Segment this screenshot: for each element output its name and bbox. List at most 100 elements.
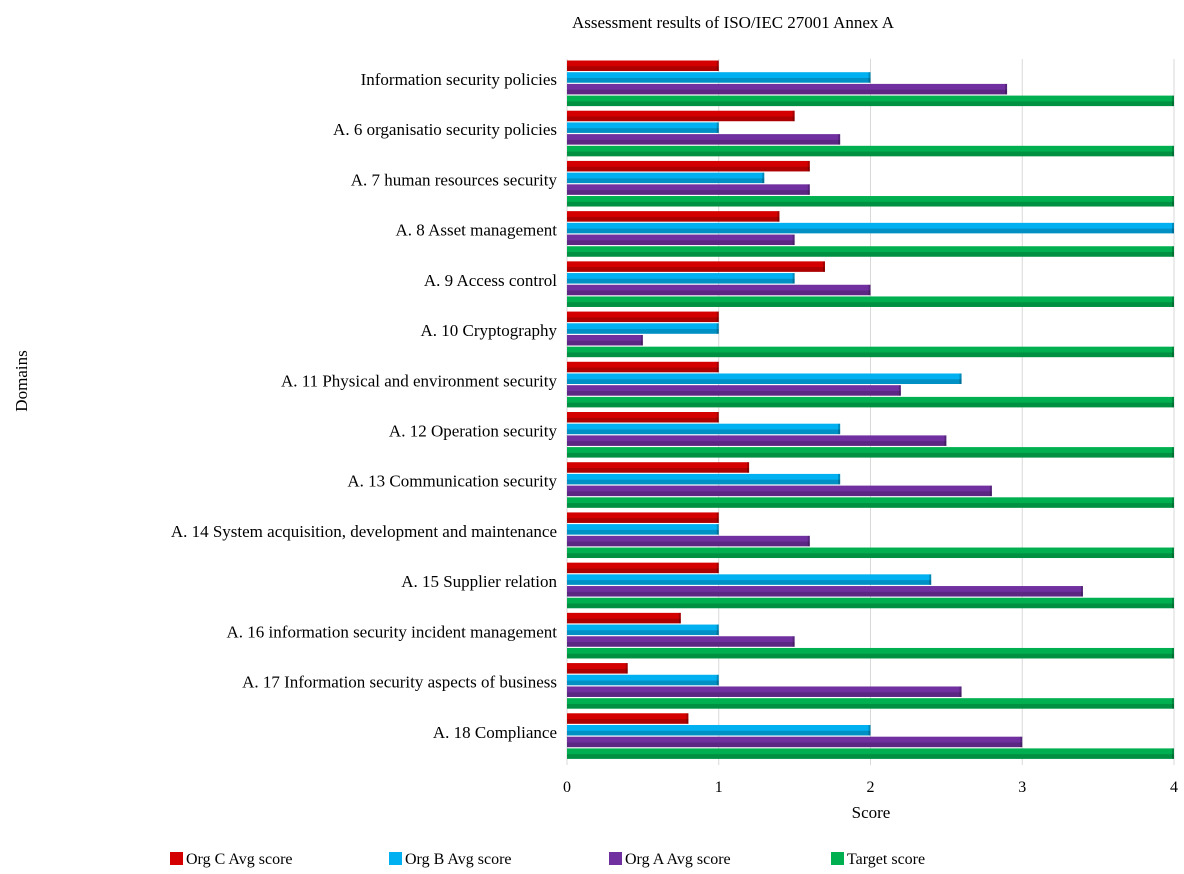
bar-cap bbox=[959, 373, 962, 384]
bar-cap bbox=[868, 72, 871, 83]
bar-cap bbox=[640, 334, 643, 346]
bar bbox=[567, 674, 719, 686]
bar bbox=[567, 586, 1083, 597]
bar-cap bbox=[716, 323, 719, 334]
bar bbox=[567, 512, 719, 523]
legend-swatch bbox=[831, 852, 844, 865]
bar-shade bbox=[567, 290, 871, 296]
bar-shade bbox=[567, 703, 1174, 709]
bar-cap bbox=[1172, 597, 1174, 609]
bar-cap bbox=[777, 211, 780, 222]
bar-cap bbox=[1172, 748, 1174, 759]
bar-shade bbox=[567, 680, 719, 686]
bar bbox=[567, 698, 1174, 709]
bar-cap bbox=[792, 636, 795, 647]
bar-shade bbox=[567, 317, 719, 323]
x-tick-label: 2 bbox=[867, 779, 875, 796]
bar-shade bbox=[567, 267, 825, 272]
bar-body bbox=[567, 624, 719, 636]
category-label: A. 8 Asset management bbox=[396, 221, 558, 240]
bar-shade bbox=[567, 190, 810, 195]
bar bbox=[567, 323, 719, 334]
legend: Org C Avg score Org B Avg score Org A Avg … bbox=[170, 851, 925, 868]
y-axis-title: Domains bbox=[12, 350, 31, 411]
bar-shade bbox=[567, 541, 810, 547]
bar-shade bbox=[567, 653, 1174, 659]
bar-cap bbox=[1172, 547, 1174, 559]
bar bbox=[567, 447, 1174, 458]
bar-cap bbox=[625, 663, 628, 674]
bar bbox=[567, 261, 825, 272]
bar-cap bbox=[838, 134, 841, 145]
bar bbox=[567, 83, 1008, 95]
bar-shade bbox=[567, 201, 1174, 207]
bar-cap bbox=[989, 485, 992, 497]
bar bbox=[567, 473, 841, 485]
bar-cap bbox=[868, 284, 871, 296]
bar-shade bbox=[567, 128, 719, 133]
x-tick-label: 0 bbox=[563, 779, 571, 796]
bar-body bbox=[567, 663, 628, 674]
bar bbox=[567, 122, 719, 133]
bar-shade bbox=[567, 630, 719, 636]
bar bbox=[567, 184, 810, 195]
bar-cap bbox=[1172, 296, 1174, 307]
legend-swatch bbox=[389, 852, 402, 865]
bar-shade bbox=[567, 568, 719, 574]
bar-shade bbox=[567, 252, 1174, 257]
bar-shade bbox=[567, 518, 719, 523]
bar bbox=[567, 435, 947, 446]
bar bbox=[567, 311, 719, 323]
category-label: A. 17 Information security aspects of bu… bbox=[242, 673, 557, 692]
bar-body bbox=[567, 586, 1083, 597]
category-label: A. 13 Communication security bbox=[347, 472, 557, 491]
bar-cap bbox=[716, 412, 719, 423]
bar bbox=[567, 636, 795, 647]
legend-item: Org B Avg score bbox=[389, 851, 512, 868]
bar bbox=[567, 724, 871, 736]
bar-body bbox=[567, 110, 795, 122]
bar bbox=[567, 497, 1174, 508]
bar-shade bbox=[567, 178, 765, 184]
bar-shade bbox=[567, 591, 1083, 597]
bar-body bbox=[567, 497, 1174, 508]
category-label: A. 16 information security incident mana… bbox=[227, 622, 558, 641]
bar-shade bbox=[567, 302, 1174, 307]
bar-body bbox=[567, 60, 719, 71]
bar-body bbox=[567, 95, 1174, 107]
bar-cap bbox=[716, 624, 719, 636]
bar-body bbox=[567, 311, 719, 323]
bar-cap bbox=[716, 361, 719, 373]
bar-cap bbox=[944, 435, 947, 446]
bar-cap bbox=[792, 234, 795, 246]
bar-cap bbox=[792, 273, 795, 284]
bar bbox=[567, 361, 719, 373]
bar-body bbox=[567, 261, 825, 272]
bar-shade bbox=[567, 429, 841, 435]
bar-cap bbox=[1172, 222, 1174, 234]
bar-body bbox=[567, 686, 962, 697]
bar-cap bbox=[1172, 346, 1174, 358]
bar-body bbox=[567, 713, 689, 724]
bar-body bbox=[567, 334, 643, 346]
bar-cap bbox=[1005, 83, 1008, 95]
category-label: A. 12 Operation security bbox=[389, 422, 558, 441]
category-label: A. 6 organisatio security policies bbox=[333, 120, 557, 139]
bar-cap bbox=[1172, 95, 1174, 107]
bar bbox=[567, 246, 1174, 257]
bar-body bbox=[567, 447, 1174, 458]
bar-body bbox=[567, 346, 1174, 358]
bar bbox=[567, 334, 643, 346]
bar-shade bbox=[567, 139, 841, 145]
x-tick-label: 3 bbox=[1018, 779, 1026, 796]
bar-cap bbox=[838, 423, 841, 435]
legend-item: Target score bbox=[831, 851, 925, 868]
bar bbox=[567, 72, 871, 83]
bar bbox=[567, 485, 992, 497]
category-label: A. 9 Access control bbox=[424, 271, 557, 290]
bar-body bbox=[567, 284, 871, 296]
bar-shade bbox=[567, 754, 1174, 759]
bar-cap bbox=[1172, 497, 1174, 508]
bar bbox=[567, 713, 689, 724]
bar bbox=[567, 663, 628, 674]
